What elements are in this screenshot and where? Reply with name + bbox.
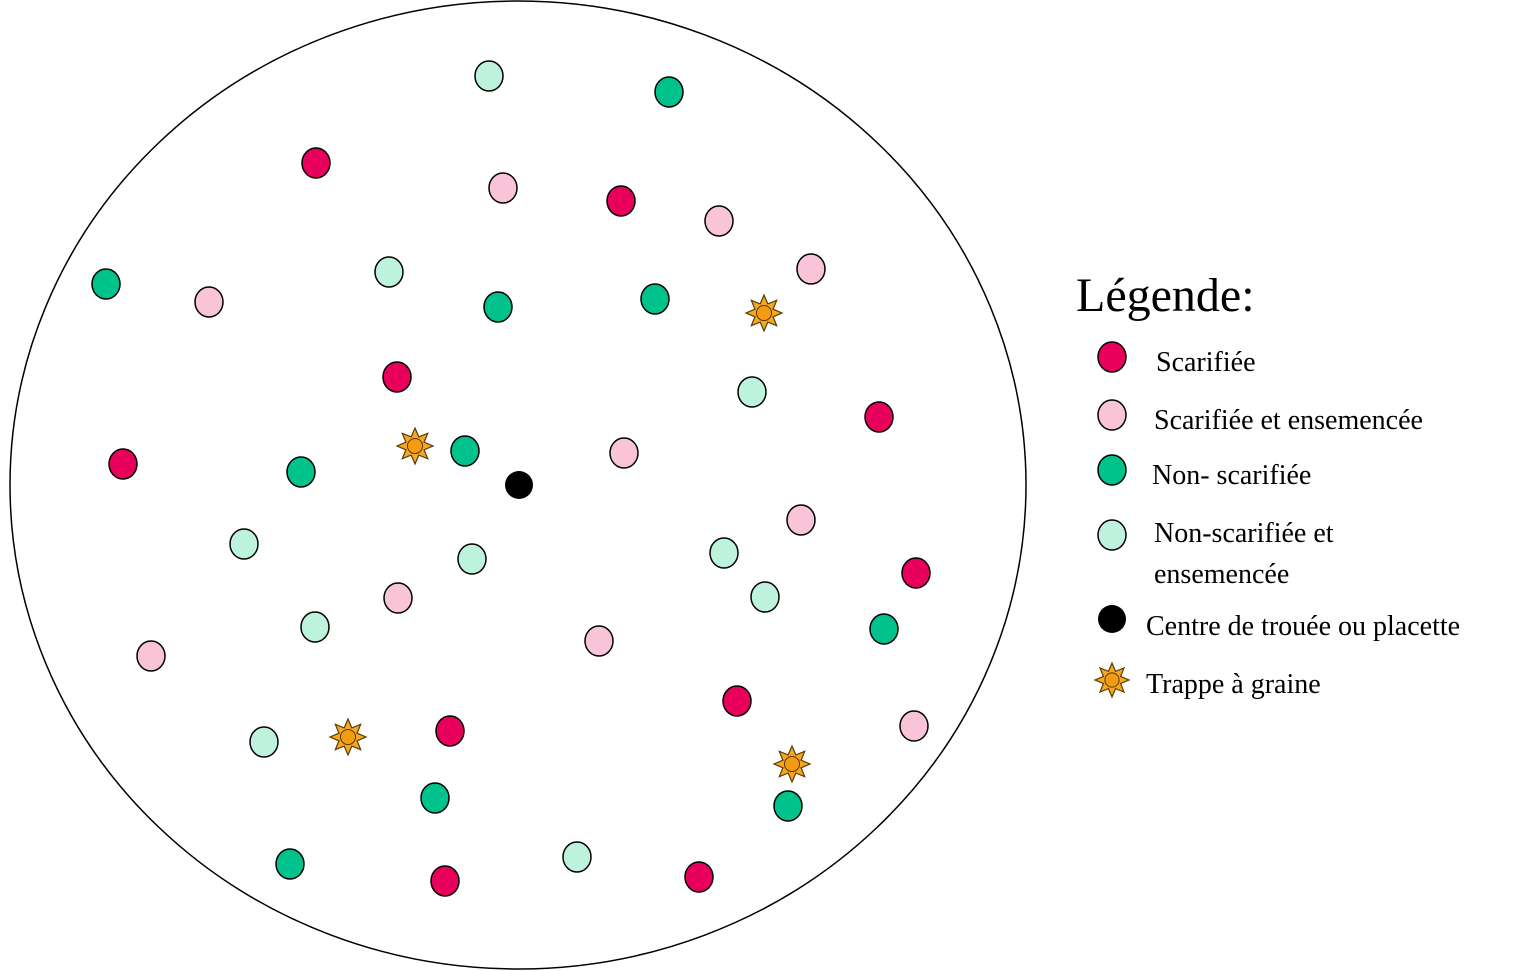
plot-dot [420,782,450,814]
plot-dot [383,582,413,614]
plot-dot [457,543,487,575]
seed-trap-center [339,728,357,746]
seed-trap-center [783,755,801,773]
plot-dot [488,172,518,204]
legend-center-dot [1098,605,1126,633]
legend-label: Scarifiée et ensemencée [1154,405,1423,436]
plot-dot [430,865,460,897]
plot-dot [1097,341,1127,373]
plot-dot [450,435,480,467]
center-dot [505,471,533,499]
plot-dot [1097,519,1127,551]
plot-dot [750,581,780,613]
plot-dot [737,376,767,408]
legend-label: Non-scarifiée et ensemencée [1154,518,1334,590]
seed-trap-center [406,437,424,455]
plot-dot [1097,454,1127,486]
plot-dot [275,848,305,880]
plot-dot [286,456,316,488]
legend-title: Légende: [1076,269,1255,322]
plot-dot [1097,399,1127,431]
plot-dot [249,726,279,758]
plot-dot [796,253,826,285]
plot-dot [136,640,166,672]
seed-trap-center [1104,672,1120,688]
legend-label: Trappe à graine [1146,669,1321,700]
plot-dot [91,268,121,300]
plot-dot [684,861,714,893]
plot-dot [374,256,404,288]
plot-dot [704,205,734,237]
plot-dot [786,504,816,536]
plot-dot [229,528,259,560]
plot-dot [609,437,639,469]
plot-dot [869,613,899,645]
plot-boundary [9,0,1027,970]
plot-dot [435,715,465,747]
plot-dot [640,283,670,315]
plot-dot [864,401,894,433]
plot-dot [773,790,803,822]
plot-dot [301,147,331,179]
plot-dot [483,291,513,323]
legend-label: Scarifiée [1156,347,1256,378]
plot-dot [108,448,138,480]
plot-dot [300,611,330,643]
plot-dot [584,625,614,657]
plot-dot [722,685,752,717]
seed-trap-center [755,304,773,322]
plot-dot [382,361,412,393]
plot-dot [474,60,504,92]
plot-dot [709,537,739,569]
plot-dot [194,286,224,318]
plot-dot [901,557,931,589]
plot-dot [562,841,592,873]
legend-label: Centre de trouée ou placette [1146,611,1461,642]
plot-dot [899,710,929,742]
plot-dot [654,76,684,108]
plot-dot [606,185,636,217]
legend-label: Non- scarifiée [1152,460,1312,491]
